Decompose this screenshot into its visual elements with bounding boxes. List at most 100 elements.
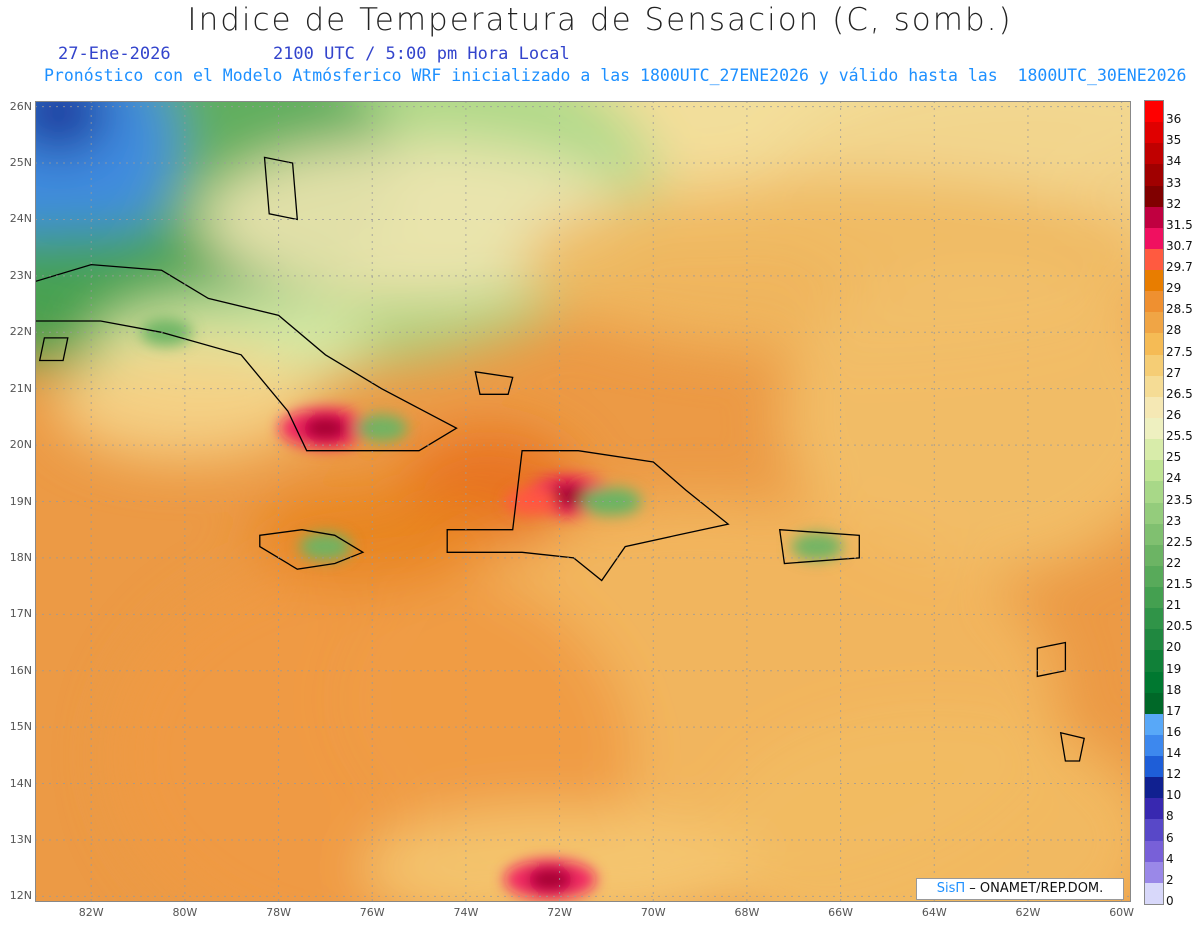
color-scale-cell: [1145, 819, 1163, 842]
lon-tick-label: 80W: [172, 906, 198, 919]
map-frame: [35, 101, 1131, 902]
coastline-jamaica: [259, 529, 365, 570]
color-scale-cell: [1145, 185, 1163, 208]
color-scale-label: 31.5: [1166, 217, 1193, 232]
color-scale-label: 10: [1166, 788, 1182, 803]
color-scale-cell: [1145, 164, 1163, 187]
color-scale-cell: [1145, 396, 1163, 419]
color-scale-label: 27.5: [1166, 344, 1193, 359]
color-scale-cell: [1145, 608, 1163, 630]
color-scale-cell: [1145, 439, 1163, 461]
color-scale-label: 32: [1166, 196, 1182, 211]
color-scale-label: 33: [1166, 175, 1182, 190]
color-scale-label: 0: [1166, 894, 1174, 908]
lon-tick-label: 72W: [547, 906, 573, 919]
coastline-inagua: [474, 371, 514, 395]
color-scale-cell: [1145, 840, 1163, 863]
forecast-time: 2100 UTC / 5:00 pm Hora Local: [272, 44, 570, 64]
color-scale-cell: [1145, 460, 1163, 482]
hotspots: [140, 318, 844, 900]
lat-tick-label: 21N: [9, 381, 32, 395]
color-scale-cell: [1145, 650, 1163, 673]
color-scale-label: 26.5: [1166, 386, 1193, 401]
color-scale-cell: [1145, 523, 1163, 546]
color-scale-label: 8: [1166, 809, 1174, 824]
color-scale-bar: [1144, 100, 1164, 905]
color-scale-cell: [1145, 248, 1163, 271]
color-scale-label: 2: [1166, 872, 1174, 887]
color-scale-cell: [1145, 882, 1163, 905]
color-scale-cell: [1145, 544, 1163, 567]
lat-tick-label: 24N: [9, 212, 32, 226]
color-scale-label: 36: [1166, 112, 1182, 127]
temperature-field: [35, 101, 1131, 902]
color-scale-label: 27: [1166, 365, 1182, 380]
lat-tick-label: 26N: [9, 99, 32, 113]
lat-tick-label: 16N: [9, 663, 32, 677]
color-scale-label: 16: [1166, 724, 1182, 739]
color-scale-cell: [1145, 101, 1163, 123]
credit-box: SisΠ – ONAMET/REP.DOM.: [916, 878, 1124, 900]
lon-tick-label: 70W: [640, 906, 666, 919]
color-scale-label: 21.5: [1166, 577, 1193, 592]
color-scale-label: 22: [1166, 555, 1182, 570]
model-subtitle: Pronóstico con el Modelo Atmósferico WRF…: [44, 66, 1187, 85]
color-scale-label: 12: [1166, 767, 1182, 782]
lat-tick-label: 15N: [9, 720, 32, 734]
lat-tick-label: 19N: [9, 494, 32, 508]
credit-brand: SisΠ: [936, 881, 966, 896]
color-scale-label: 22.5: [1166, 534, 1193, 549]
color-scale-cell: [1145, 333, 1163, 356]
lon-tick-label: 68W: [734, 906, 760, 919]
lon-tick-label: 66W: [828, 906, 854, 919]
color-scale-cell: [1145, 629, 1163, 651]
lon-tick-label: 62W: [1015, 906, 1041, 919]
color-scale-cell: [1145, 756, 1163, 778]
lat-tick-label: 25N: [9, 156, 32, 170]
coastline-martinique: [1059, 731, 1085, 762]
heat-index-map: [35, 101, 1131, 902]
color-scale-cell: [1145, 692, 1163, 715]
color-scale-cell: [1145, 587, 1163, 609]
color-scale-cell: [1145, 777, 1163, 799]
color-scale-label: 20: [1166, 640, 1182, 655]
lon-tick-label: 60W: [1109, 906, 1135, 919]
color-scale-cell: [1145, 671, 1163, 694]
color-scale-label: 35: [1166, 133, 1182, 148]
color-scale-cell: [1145, 227, 1163, 250]
lon-tick-label: 64W: [921, 906, 947, 919]
color-scale-label: 29: [1166, 281, 1182, 296]
lat-tick-label: 22N: [9, 325, 32, 339]
coastline-puerto-rico: [778, 528, 860, 565]
color-scale-cell: [1145, 798, 1163, 820]
color-scale-cell: [1145, 122, 1163, 144]
lat-tick-label: 12N: [9, 889, 32, 903]
map-title: Indice de Temperatura de Sensacion (C, s…: [187, 2, 1013, 38]
color-scale-cell: [1145, 291, 1163, 313]
color-scale-cell: [1145, 481, 1163, 503]
color-scale-label: 30.7: [1166, 238, 1193, 253]
color-scale-label: 26: [1166, 407, 1182, 422]
color-scale-label: 6: [1166, 830, 1174, 845]
color-scale-cell: [1145, 713, 1163, 736]
color-scale-cell: [1145, 354, 1163, 377]
color-scale-label: 28: [1166, 323, 1182, 338]
color-scale-label: 20.5: [1166, 619, 1193, 634]
color-scale-cell: [1145, 270, 1163, 292]
color-scale-cell: [1145, 565, 1163, 588]
coastline-isla-de-la-juventud: [38, 337, 69, 362]
color-scale-label: 23.5: [1166, 492, 1193, 507]
color-scale-cell: [1145, 375, 1163, 398]
color-scale-label: 25.5: [1166, 429, 1193, 444]
lat-tick-label: 18N: [9, 550, 32, 564]
color-scale-label: 23: [1166, 513, 1182, 528]
graticule: [35, 101, 1131, 902]
color-scale-label: 17: [1166, 703, 1182, 718]
forecast-datetime: 27-Ene-2026 2100 UTC / 5:00 pm Hora Loca…: [58, 44, 570, 64]
coastline-hispaniola: [446, 450, 730, 582]
color-scale-cell: [1145, 417, 1163, 440]
lon-tick-label: 76W: [359, 906, 385, 919]
lat-tick-label: 23N: [9, 268, 32, 282]
color-scale-label: 29.7: [1166, 260, 1193, 275]
lon-tick-label: 82W: [78, 906, 104, 919]
